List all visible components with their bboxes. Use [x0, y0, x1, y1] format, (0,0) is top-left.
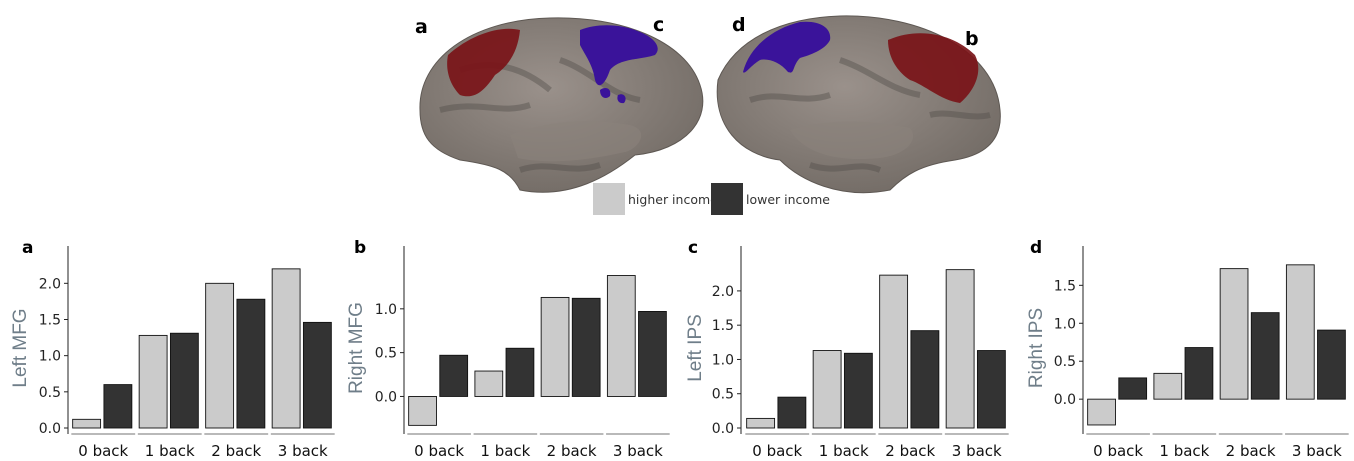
brain-label-c: c — [653, 14, 664, 36]
panel-letter: c — [688, 238, 698, 258]
x-tick-label: 0 back — [78, 442, 128, 460]
right-mfg-region — [888, 33, 979, 103]
bar-lower-income — [910, 330, 940, 429]
right-hemisphere — [716, 15, 1001, 194]
panel-letter: b — [354, 238, 366, 258]
x-tick-label: 2 back — [547, 442, 597, 460]
bar-higher-income — [540, 296, 570, 397]
x-tick-label: 0 back — [1093, 442, 1143, 460]
brain-label-a: a — [415, 16, 428, 38]
chart-panel-a: a Left MFG 0.0 0.5 1.0 1.5 2.0 0 back 1 back 2 ba… — [10, 238, 335, 460]
panel-letter: d — [1030, 238, 1042, 258]
y-tick-label: 0.5 — [375, 346, 397, 362]
bar-higher-income — [205, 282, 235, 429]
bar-higher-income — [271, 268, 301, 429]
chart-panel-b: b Right MFG 0.0 0.5 1.0 0 back 1 back 2 back 3 b… — [346, 238, 670, 460]
left-hemisphere — [419, 17, 704, 193]
legend-label-higher: higher income — [628, 192, 718, 207]
bar-lower-income — [439, 354, 469, 397]
bar-higher-income — [72, 418, 102, 429]
bar-higher-income — [1285, 264, 1315, 400]
x-tick-label: 3 back — [1292, 442, 1342, 460]
legend: higher income lower income — [593, 183, 830, 215]
y-axis-label: Left MFG — [10, 308, 31, 387]
brain-figure: a c d b higher income lower income — [400, 0, 1020, 225]
y-tick-label: 0.5 — [712, 387, 734, 403]
bar-lower-income — [1250, 312, 1280, 400]
bar-lower-income — [236, 298, 266, 429]
brain-label-d: d — [732, 14, 746, 36]
chart-panel-d: d Right IPS 0.0 0.5 1.0 1.5 0 back 1 back 2 back… — [1026, 238, 1349, 460]
bar-lower-income — [777, 396, 807, 429]
right-ips-region — [743, 21, 831, 73]
bar-higher-income — [1219, 268, 1249, 400]
bar-lower-income — [505, 347, 535, 397]
legend-label-lower: lower income — [746, 192, 830, 207]
x-tick-label: 1 back — [1159, 442, 1209, 460]
brain-illustration: a c d b higher income lower income — [415, 14, 1001, 215]
left-ips-region — [580, 25, 658, 86]
bar-higher-income — [408, 396, 437, 426]
x-tick-label: 2 back — [1226, 442, 1276, 460]
x-tick-label: 1 back — [819, 442, 869, 460]
y-tick-label: 1.5 — [712, 318, 734, 334]
y-tick-label: 1.0 — [1054, 316, 1076, 332]
left-mfg-region — [447, 28, 520, 97]
bar-higher-income — [746, 417, 776, 429]
x-tick-label: 0 back — [414, 442, 464, 460]
y-tick-label: 0.5 — [39, 385, 61, 401]
bar-higher-income — [879, 274, 909, 429]
x-tick-label: 1 back — [480, 442, 530, 460]
x-tick-label: 1 back — [145, 442, 195, 460]
bar-higher-income — [812, 350, 842, 429]
brain-label-b: b — [965, 28, 979, 50]
y-axis-label: Right MFG — [346, 302, 367, 394]
y-tick-label: 2.0 — [39, 276, 61, 292]
x-tick-label: 3 back — [278, 442, 328, 460]
legend-swatch-lower — [711, 183, 743, 215]
y-tick-label: 2.0 — [712, 284, 734, 300]
bar-lower-income — [1184, 347, 1214, 400]
x-tick-label: 3 back — [613, 442, 663, 460]
y-tick-label: 0.0 — [39, 421, 61, 437]
panel-letter: a — [22, 238, 33, 258]
bar-lower-income — [103, 384, 133, 429]
x-tick-label: 3 back — [952, 442, 1002, 460]
y-tick-label: 0.5 — [1054, 354, 1076, 370]
y-tick-label: 0.0 — [712, 421, 734, 437]
bar-lower-income — [302, 321, 332, 429]
y-axis-label: Right IPS — [1026, 308, 1047, 388]
y-tick-label: 1.0 — [375, 302, 397, 318]
x-tick-label: 0 back — [752, 442, 802, 460]
bar-higher-income — [945, 269, 975, 429]
bar-lower-income — [976, 350, 1006, 429]
x-tick-label: 2 back — [211, 442, 261, 460]
y-tick-label: 0.0 — [375, 389, 397, 405]
bar-lower-income — [169, 332, 199, 429]
bar-lower-income — [571, 297, 601, 397]
chart-panel-c: c Left IPS 0.0 0.5 1.0 1.5 2.0 0 back 1 back 2 ba… — [685, 238, 1009, 460]
y-tick-label: 1.0 — [712, 352, 734, 368]
bar-lower-income — [1317, 329, 1346, 400]
bar-lower-income — [638, 311, 667, 397]
y-tick-label: 1.0 — [39, 349, 61, 365]
y-tick-label: 1.5 — [1054, 278, 1076, 294]
y-tick-label: 1.5 — [39, 312, 61, 328]
bar-higher-income — [1087, 398, 1116, 426]
bar-lower-income — [1118, 377, 1148, 400]
bar-higher-income — [1153, 372, 1183, 400]
bar-lower-income — [843, 352, 873, 429]
y-tick-label: 0.0 — [1054, 392, 1076, 408]
bar-higher-income — [138, 334, 168, 429]
bar-higher-income — [474, 370, 504, 397]
bar-higher-income — [606, 275, 636, 397]
x-tick-label: 2 back — [885, 442, 935, 460]
legend-swatch-higher — [593, 183, 625, 215]
y-axis-label: Left IPS — [685, 314, 706, 382]
